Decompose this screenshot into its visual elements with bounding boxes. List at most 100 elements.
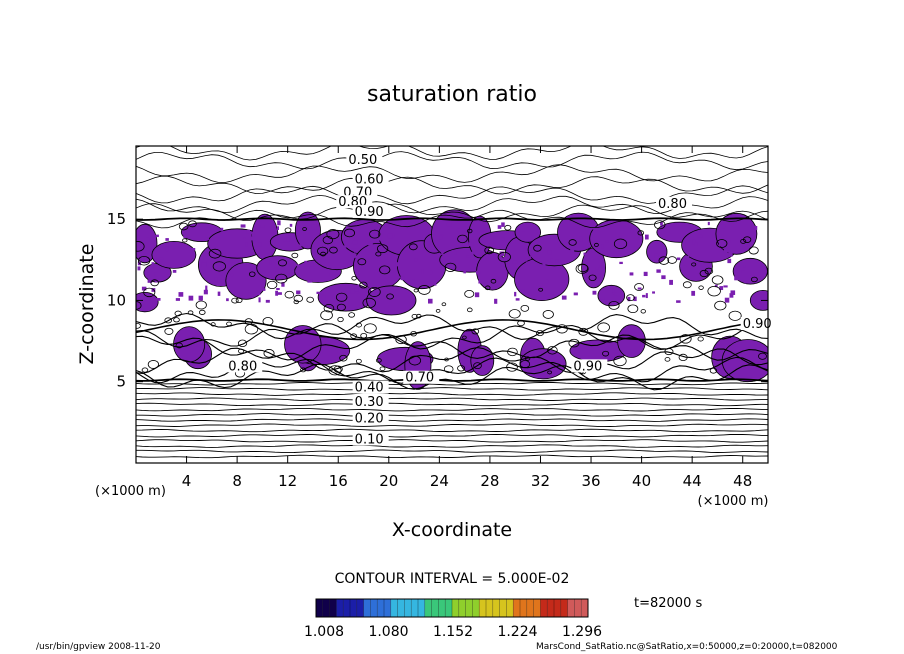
contour-line (136, 312, 768, 340)
cloud-contour (263, 349, 275, 358)
supersaturated-speck (316, 291, 319, 295)
supersaturated-speck (730, 290, 736, 295)
cloud-contour (758, 352, 767, 360)
cloud-contour (547, 346, 558, 355)
supersaturated-speck (344, 243, 348, 248)
supersaturated-speck (729, 293, 734, 298)
cloud-contour (323, 304, 335, 313)
supersaturated-speck (476, 270, 481, 275)
supersaturated-speck (501, 237, 505, 241)
cloud-contour (457, 365, 466, 372)
supersaturated-speck (619, 261, 623, 265)
cloud-contour (329, 246, 338, 254)
cloud-contour (728, 310, 742, 321)
cloud-contour (750, 276, 758, 283)
cloud-contour (141, 367, 149, 373)
cloud-contour (711, 275, 724, 285)
supersaturated-speck (248, 290, 251, 295)
supersaturated-speck (310, 264, 314, 267)
contour-line (136, 397, 768, 401)
x-unit-right: (×1000 m) (698, 494, 769, 509)
cloud-contour (137, 255, 151, 266)
cloud-contour (333, 365, 343, 373)
supersaturated-speck (188, 295, 194, 301)
cloud-contour (187, 310, 194, 315)
supersaturated-speck (605, 240, 609, 243)
cloud-contour (343, 228, 355, 238)
supersaturated-speck (201, 262, 207, 268)
colorbar-strip (343, 599, 350, 617)
contour-label: 0.30 (355, 395, 384, 410)
cloud-contour (462, 335, 467, 340)
colorbar-strip (486, 599, 493, 617)
supersaturated-speck (526, 261, 531, 266)
supersaturated-speck (154, 272, 157, 277)
supersaturated-speck (245, 242, 248, 247)
plot-frame (135, 145, 769, 464)
cloud-contour (497, 251, 511, 263)
cloud-contour (136, 322, 141, 329)
supersaturated-speck (550, 258, 554, 263)
contour-label-bg (346, 152, 383, 166)
cloud-contour (302, 227, 307, 231)
supersaturated-speck (204, 237, 209, 241)
supersaturated-speck (520, 289, 525, 293)
supersaturated-speck (378, 235, 382, 241)
x-tick-label: 24 (430, 472, 449, 490)
cloud-contour (698, 285, 704, 290)
supersaturated-speck (561, 279, 565, 283)
supersaturated-speck (697, 234, 703, 238)
cloud-contour (418, 285, 431, 295)
supersaturated-speck (501, 222, 505, 227)
supersaturated-speck (637, 287, 642, 290)
cloud-contour (519, 360, 531, 369)
colorbar-strip (377, 599, 384, 617)
contour-line-bold (136, 378, 768, 382)
cloud-contour (748, 246, 759, 255)
supersaturated-speck (741, 270, 746, 274)
supersaturated-speck (494, 298, 498, 304)
supersaturated-speck (353, 248, 358, 253)
supersaturated-speck (643, 271, 648, 277)
cloud-contour (444, 357, 449, 362)
cloud-contour (173, 317, 180, 323)
cloud-contour (664, 348, 674, 356)
supersaturated-speck (722, 246, 725, 249)
supersaturated-speck (727, 258, 732, 264)
supersaturated-speck (387, 233, 393, 239)
contour-line (136, 439, 768, 443)
supersaturated-speck (285, 237, 290, 242)
supersaturated-speck (158, 257, 164, 260)
supersaturated-speck (323, 248, 328, 253)
supersaturated-region (514, 221, 542, 243)
supersaturated-speck (669, 279, 673, 285)
x-tick-label: 36 (581, 472, 600, 490)
supersaturated-speck (277, 220, 281, 226)
supersaturated-speck (656, 269, 661, 273)
contour-line (136, 175, 768, 195)
contour-label-bg (341, 185, 378, 199)
cloud-contour (379, 366, 386, 372)
contour-label: 0.50 (348, 153, 377, 168)
supersaturated-speck (612, 288, 615, 293)
supersaturated-speck (239, 291, 243, 296)
supersaturated-speck (457, 220, 460, 224)
supersaturated-speck (614, 247, 619, 252)
cloud-contour (174, 310, 182, 317)
colorbar-strip (411, 599, 418, 617)
colorbar-tick-label: 1.008 (304, 624, 344, 640)
supersaturated-speck (497, 225, 502, 229)
supersaturated-speck (724, 297, 730, 303)
supersaturated-speck (719, 242, 724, 247)
cloud-contour (335, 292, 348, 302)
supersaturated-speck (512, 260, 518, 264)
supersaturated-speck (258, 297, 261, 303)
supersaturated-speck (205, 285, 208, 291)
cloud-contour (235, 297, 243, 303)
cloud-contour (484, 246, 494, 255)
supersaturated-speck (291, 270, 295, 275)
cloud-contour (351, 276, 357, 281)
cloud-contour (275, 273, 288, 284)
supersaturated-speck (230, 273, 234, 277)
cloud-contour (504, 224, 512, 231)
